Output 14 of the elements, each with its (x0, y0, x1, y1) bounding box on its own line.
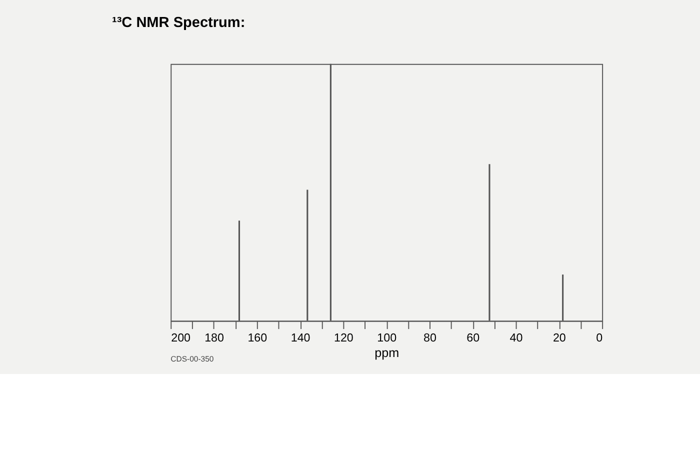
x-tick-label: 120 (334, 332, 354, 345)
x-tick-label: 40 (510, 332, 524, 345)
chart-title: ¹³C NMR Spectrum: (112, 15, 246, 32)
x-axis-title: ppm (374, 346, 400, 360)
x-tick-label: 140 (290, 332, 311, 345)
x-tick-label: 100 (377, 332, 398, 345)
x-tick-label: 200 (171, 332, 192, 345)
x-tick-label: 0 (596, 332, 604, 345)
text: CDS-00-350 (170, 354, 214, 364)
x-tick-label: 160 (248, 332, 268, 345)
x-tick-label: 180 (204, 332, 224, 345)
x-tick-label: 20 (552, 332, 566, 345)
x-tick-label: 60 (466, 332, 480, 345)
x-tick-label: 80 (424, 332, 437, 345)
